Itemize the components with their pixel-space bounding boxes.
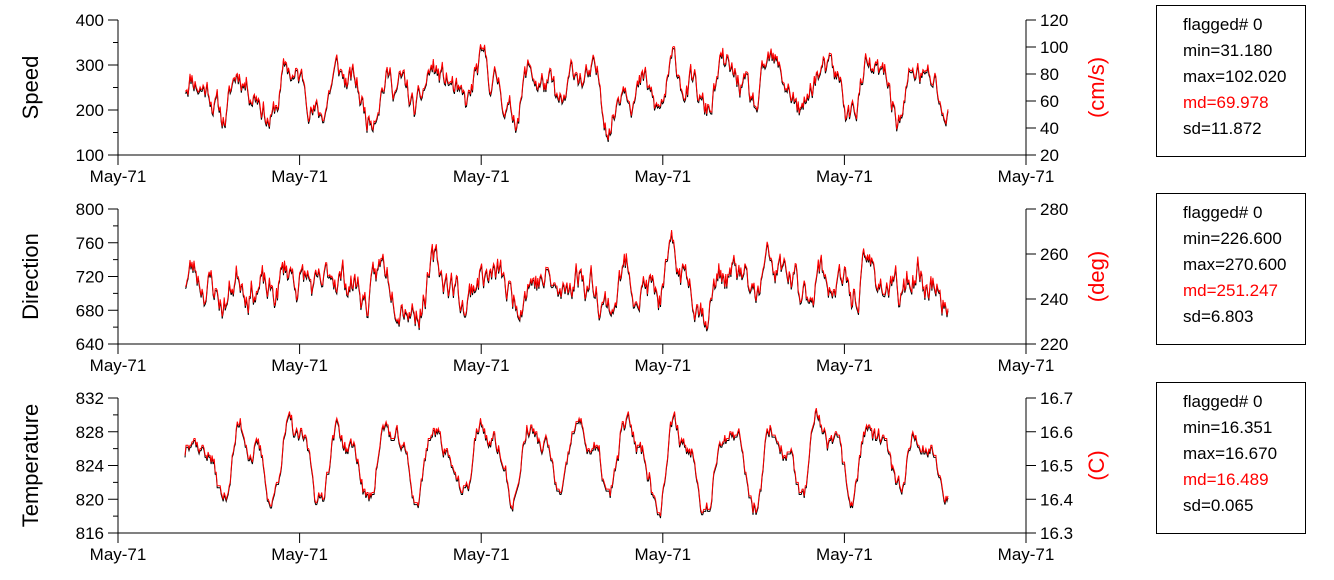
series-line-red — [184, 230, 949, 330]
y-tick-label-right: 16.4 — [1040, 490, 1073, 509]
x-tick-label: May-71 — [634, 356, 691, 375]
y-axis-label-left: Speed — [18, 56, 43, 120]
y-tick-label-left: 816 — [76, 524, 104, 543]
y-tick-label-right: 40 — [1040, 119, 1059, 138]
stat-min: min=16.351 — [1183, 418, 1273, 437]
x-tick-label: May-71 — [634, 545, 691, 564]
y-tick-label-left: 800 — [76, 200, 104, 219]
x-tick-label: May-71 — [453, 356, 510, 375]
x-tick-label: May-71 — [453, 167, 510, 186]
x-tick-label: May-71 — [816, 545, 873, 564]
y-tick-label-left: 680 — [76, 301, 104, 320]
series-line-black — [184, 232, 949, 332]
y-tick-label-left: 828 — [76, 423, 104, 442]
y-tick-label-right: 280 — [1040, 200, 1068, 219]
stat-md: md=251.247 — [1183, 281, 1278, 300]
stat-max: max=102.020 — [1183, 67, 1287, 86]
stat-flagged: flagged# 0 — [1183, 15, 1263, 34]
x-tick-label: May-71 — [90, 356, 147, 375]
x-tick-label: May-71 — [271, 545, 328, 564]
stat-min: min=226.600 — [1183, 229, 1282, 248]
x-tick-label: May-71 — [634, 167, 691, 186]
y-tick-label-right: 16.3 — [1040, 524, 1073, 543]
y-tick-label-right: 240 — [1040, 290, 1068, 309]
y-tick-label-left: 400 — [76, 11, 104, 30]
stat-min: min=31.180 — [1183, 41, 1273, 60]
stat-md: md=16.489 — [1183, 470, 1269, 489]
x-tick-label: May-71 — [998, 167, 1055, 186]
y-tick-label-left: 100 — [76, 146, 104, 165]
x-tick-label: May-71 — [816, 167, 873, 186]
y-tick-label-right: 260 — [1040, 245, 1068, 264]
y-axis-label-right: (C) — [1084, 450, 1109, 481]
stat-sd: sd=6.803 — [1183, 307, 1254, 326]
stat-max: max=16.670 — [1183, 444, 1278, 463]
y-tick-label-left: 720 — [76, 268, 104, 287]
y-axis-label-right: (cm/s) — [1084, 57, 1109, 118]
series-line-red — [184, 407, 949, 517]
y-tick-label-right: 80 — [1040, 65, 1059, 84]
y-tick-label-right: 100 — [1040, 38, 1068, 57]
y-tick-label-left: 300 — [76, 56, 104, 75]
x-tick-label: May-71 — [271, 167, 328, 186]
y-tick-label-right: 16.7 — [1040, 389, 1073, 408]
stats-box-speed: flagged# 0 min=31.180 max=102.020 md=69.… — [1156, 5, 1306, 157]
stat-sd: sd=0.065 — [1183, 496, 1254, 515]
series-line-black — [184, 409, 949, 519]
x-tick-label: May-71 — [998, 545, 1055, 564]
y-tick-label-right: 220 — [1040, 335, 1068, 354]
y-tick-label-left: 640 — [76, 335, 104, 354]
stats-box-direction: flagged# 0 min=226.600 max=270.600 md=25… — [1156, 193, 1306, 345]
x-tick-label: May-71 — [998, 356, 1055, 375]
y-tick-label-left: 832 — [76, 389, 104, 408]
y-tick-label-left: 760 — [76, 234, 104, 253]
y-tick-label-right: 16.6 — [1040, 423, 1073, 442]
stat-sd: sd=11.872 — [1183, 119, 1262, 138]
y-tick-label-right: 20 — [1040, 146, 1059, 165]
y-axis-label-left: Direction — [18, 233, 43, 320]
series-line-red — [184, 44, 949, 141]
x-tick-label: May-71 — [271, 356, 328, 375]
stat-md: md=69.978 — [1183, 93, 1269, 112]
y-tick-label-left: 200 — [76, 101, 104, 120]
x-tick-label: May-71 — [90, 167, 147, 186]
stat-flagged: flagged# 0 — [1183, 392, 1263, 411]
stats-box-temperature: flagged# 0 min=16.351 max=16.670 md=16.4… — [1156, 382, 1306, 534]
y-tick-label-right: 60 — [1040, 92, 1059, 111]
y-tick-label-left: 824 — [76, 457, 104, 476]
y-axis-label-right: (deg) — [1084, 251, 1109, 302]
y-tick-label-left: 820 — [76, 490, 104, 509]
x-tick-label: May-71 — [453, 545, 510, 564]
x-tick-label: May-71 — [90, 545, 147, 564]
stat-flagged: flagged# 0 — [1183, 203, 1263, 222]
stat-max: max=270.600 — [1183, 255, 1287, 274]
y-tick-label-right: 16.5 — [1040, 457, 1073, 476]
x-tick-label: May-71 — [816, 356, 873, 375]
y-axis-label-left: Temperature — [18, 404, 43, 528]
y-tick-label-right: 120 — [1040, 11, 1068, 30]
